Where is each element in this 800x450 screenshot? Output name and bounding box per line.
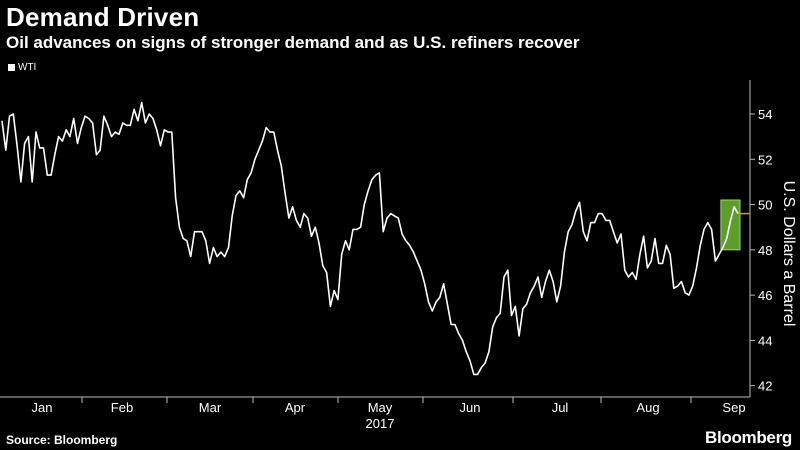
y-tick-label: 54 bbox=[758, 107, 772, 122]
y-tick-label: 52 bbox=[758, 152, 772, 167]
line-layer bbox=[1, 101, 750, 376]
x-tick-label: Jun bbox=[460, 400, 481, 415]
y-tick-label: 48 bbox=[758, 243, 772, 258]
legend-swatch-wti bbox=[8, 64, 15, 71]
axis-layer bbox=[0, 80, 755, 403]
y-tick-label: 50 bbox=[758, 198, 772, 213]
series-line-wti bbox=[1, 101, 739, 376]
chart-title: Demand Driven bbox=[6, 2, 200, 32]
x-tick-label: Apr bbox=[285, 400, 306, 415]
y-tick-label: 44 bbox=[758, 333, 772, 348]
x-year-label: 2017 bbox=[366, 416, 395, 431]
chart-subtitle: Oil advances on signs of stronger demand… bbox=[6, 33, 580, 52]
source-note: Source: Bloomberg bbox=[6, 433, 118, 447]
x-tick-label: Feb bbox=[111, 400, 133, 415]
x-tick-label: Mar bbox=[199, 400, 222, 415]
y-axis-title: U.S. Dollars a Barrel bbox=[780, 181, 797, 327]
brand-logo: Bloomberg bbox=[704, 428, 792, 447]
legend-label-wti: WTI bbox=[18, 62, 37, 73]
x-tick-label: May bbox=[368, 400, 393, 415]
highlight-box bbox=[720, 199, 741, 251]
x-tick-label: Jan bbox=[32, 400, 53, 415]
highlight-layer bbox=[720, 199, 741, 251]
y-tick-label: 46 bbox=[758, 288, 772, 303]
tick-layer: 54 52 50 48 46 44 42 U.S. Dollars a Barrel Jan Fe… bbox=[32, 107, 797, 431]
x-tick-label: Jul bbox=[552, 400, 569, 415]
y-tick-label: 42 bbox=[758, 379, 772, 394]
x-tick-label: Aug bbox=[636, 400, 659, 415]
legend: WTI bbox=[8, 62, 36, 73]
x-tick-label: Sep bbox=[722, 400, 745, 415]
